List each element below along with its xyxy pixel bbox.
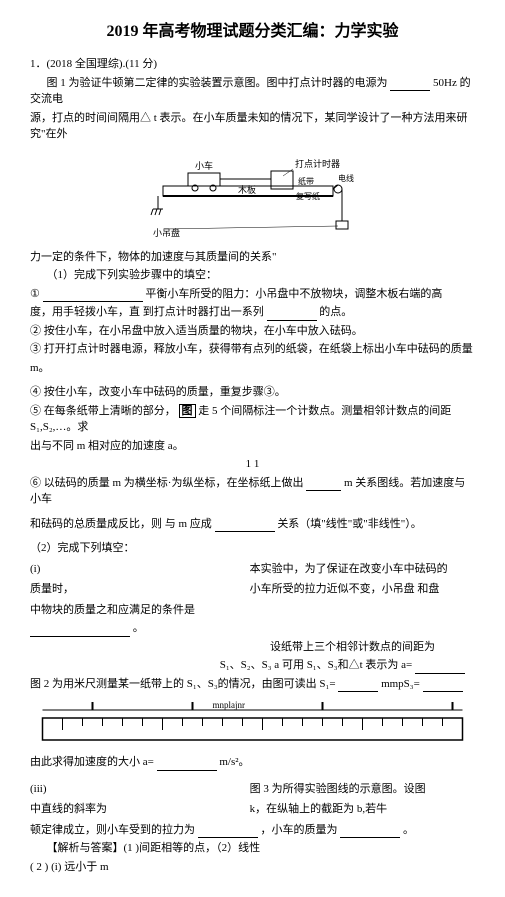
step6a: ⑥ 以砝码的质量 m 为横坐标·为纵坐标，在坐标纸上做出 xyxy=(30,477,303,489)
p3-l1: 中直线的斜率为 xyxy=(30,801,244,818)
blank xyxy=(157,758,217,771)
blank xyxy=(390,78,430,91)
q1-p1a: 图 1 为验证牛顿第二定律的实验装置示意图。图中打点计时器的电源为 xyxy=(47,77,388,89)
after-fig: 力一定的条件下，物体的加速度与其质量间的关系" xyxy=(30,249,475,266)
fig-label-wood: 木板 xyxy=(238,184,256,195)
ruler-figure: mnplajnr xyxy=(30,698,475,748)
ruler-label: mnplajnr xyxy=(213,700,246,710)
p2-mid2-line: S₁、S₂、S₃ a 可用 S₁、S₃和△t 表示为 a= xyxy=(30,657,475,674)
fig-label-timer: 打点计时器 xyxy=(295,158,340,169)
p2-l2-line: 中物块的质量之和应满足的条件是 xyxy=(30,602,475,619)
step6-line1: ⑥ 以砝码的质量 m 为横坐标·为纵坐标，在坐标纸上做出 m 关系图线。若加速度… xyxy=(30,475,475,508)
step1d: 的点。 xyxy=(319,306,352,318)
q1-header: 1．(2018 全国理综).(11 分) xyxy=(30,56,475,73)
step3-line: ③ 打开打点计时器电源，释放小车，获得带有点列的纸袋，在纸袋上标出小车中砝码的质… xyxy=(30,341,475,358)
part2-intro: （2）完成下列填空： xyxy=(30,540,475,557)
q1-para1: 图 1 为验证牛顿第二定律的实验装置示意图。图中打点计时器的电源为 50Hz 的… xyxy=(30,75,475,108)
q1-para2: 源，打点的时间间隔用△ t 表示。在小车质量未知的情况下，某同学设计了一种方法用… xyxy=(30,110,475,143)
p3-p2b: ，小车的质量为 xyxy=(261,824,338,836)
p2-p3-line: 图 2 为用米尺测量某一纸带上的 S₁、S₃的情况，由图可读出 S₁= mmpS… xyxy=(30,676,475,693)
fig-label-car: 小车 xyxy=(195,160,213,171)
accel-line: 由此求得加速度的大小 a= m/s²。 xyxy=(30,754,475,771)
two-col-3: (iii) 图 3 为所得实验图线的示意图。设图 xyxy=(30,779,475,800)
num11: 1 1 xyxy=(30,456,475,473)
step1b: 平衡小车所受的阻力：小吊盘中不放物块，调整木板右端的高 xyxy=(145,288,442,300)
step5a: ⑤ 在每条纸带上清晰的部分， xyxy=(30,405,176,417)
step6d: 关系（填"线性"或"非线性"）。 xyxy=(277,518,421,530)
blank xyxy=(43,289,143,302)
p3-p2a: 顿定律成立，则小车受到的拉力为 xyxy=(30,824,195,836)
fig-label-wire: 电线 xyxy=(338,173,354,183)
blank xyxy=(267,308,317,321)
step3: ③ 打开打点计时器电源，释放小车，获得带有点列的纸袋，在纸袋上标出小车中砝码的质… xyxy=(30,343,473,355)
two-col-4: 中直线的斜率为 k，在纵轴上的截距为 b,若牛 xyxy=(30,799,475,820)
page-title: 2019 年高考物理试题分类汇编：力学实验 xyxy=(30,20,475,44)
step5-tu: 图 xyxy=(179,404,196,418)
p3-p2-line: 顿定律成立，则小车受到的拉力为 ，小车的质量为 。 xyxy=(30,822,475,839)
p2-l1: 质量时， xyxy=(30,581,244,598)
step1a: ① xyxy=(30,288,40,300)
two-col-2: 质量时， 小车所受的拉力近似不变，小吊盘 和盘 xyxy=(30,579,475,600)
step3m: m。 xyxy=(30,360,475,377)
p2i-r2: 小车所受的拉力近似不变，小吊盘 和盘 xyxy=(250,581,475,598)
p2-mid2: S₁、S₂、S₃ a 可用 S₁、S₃和△t 表示为 a= xyxy=(220,659,413,671)
accel-unit: m/s²。 xyxy=(219,756,249,768)
p2-l2b-line: 。 xyxy=(30,620,475,637)
p3-p2c: 。 xyxy=(403,824,414,836)
accel-a: 由此求得加速度的大小 a= xyxy=(30,756,154,768)
step1c: 度，用手轻拨小车，直 到打点计时器打出一系列 xyxy=(30,306,264,318)
two-col-1: (i) 本实验中，为了保证在改变小车中砝码的 xyxy=(30,559,475,580)
blank xyxy=(30,624,130,637)
blank xyxy=(338,679,378,692)
step5c: 出与不同 m 相对应的加速度 a。 xyxy=(30,438,475,455)
blank xyxy=(215,519,275,532)
step6-line2: 和砝码的总质量成反比，则 与 m 应成 关系（填"线性"或"非线性"）。 xyxy=(30,516,475,533)
p2i-r1: 本实验中，为了保证在改变小车中砝码的 xyxy=(250,561,475,578)
blank xyxy=(415,661,465,674)
p2-p3a: 图 2 为用米尺测量某一纸带上的 S₁、S₃的情况，由图可读出 S₁= xyxy=(30,678,336,690)
step-intro: （1）完成下列实验步骤中的填空： xyxy=(30,267,475,284)
step6c: 和砝码的总质量成反比，则 与 m 应成 xyxy=(30,518,212,530)
blank xyxy=(198,825,258,838)
blank xyxy=(340,825,400,838)
p3-r1: 图 3 为所得实验图线的示意图。设图 xyxy=(250,781,475,798)
p2-l2: 中物块的质量之和应满足的条件是 xyxy=(30,604,195,616)
fig-label-copy: 复写纸 xyxy=(296,191,320,201)
p2-mid1: 设纸带上三个相邻计数点的间距为 xyxy=(30,639,475,656)
step2: ② 按住小车，在小吊盘中放入适当质量的物块，在小车中放入砝码。 xyxy=(30,323,475,340)
blank xyxy=(423,679,463,692)
step1: ① 平衡小车所受的阻力：小吊盘中不放物块，调整木板右端的高 xyxy=(30,286,475,303)
fig-label-tape: 纸带 xyxy=(298,176,314,186)
step4: ④ 按住小车，改变小车中砝码的质量，重复步骤③。 xyxy=(30,384,475,401)
p2i: (i) xyxy=(30,561,244,578)
figure-1: 小车 打点计时器 木板 纸带 复写纸 电线 小吊盘 xyxy=(143,151,363,241)
step1c-line: 度，用手轻拨小车，直 到打点计时器打出一系列 的点。 xyxy=(30,304,475,321)
p3-r2: k，在纵轴上的截距为 b,若牛 xyxy=(250,801,475,818)
p3-iii: (iii) xyxy=(30,781,244,798)
p2-l2b: 。 xyxy=(133,622,144,634)
blank xyxy=(306,478,341,491)
step5-line: ⑤ 在每条纸带上清晰的部分， 图 走 5 个间隔标注一个计数点。测量相邻计数点的… xyxy=(30,403,475,436)
ans-header: 【解析与答案】(1 )间距相等的点，（2）线性 xyxy=(30,840,475,857)
p2-p3b: mmpS₃= xyxy=(381,678,420,690)
ans2: ( 2 ) (i) 远小于 m xyxy=(30,859,475,876)
